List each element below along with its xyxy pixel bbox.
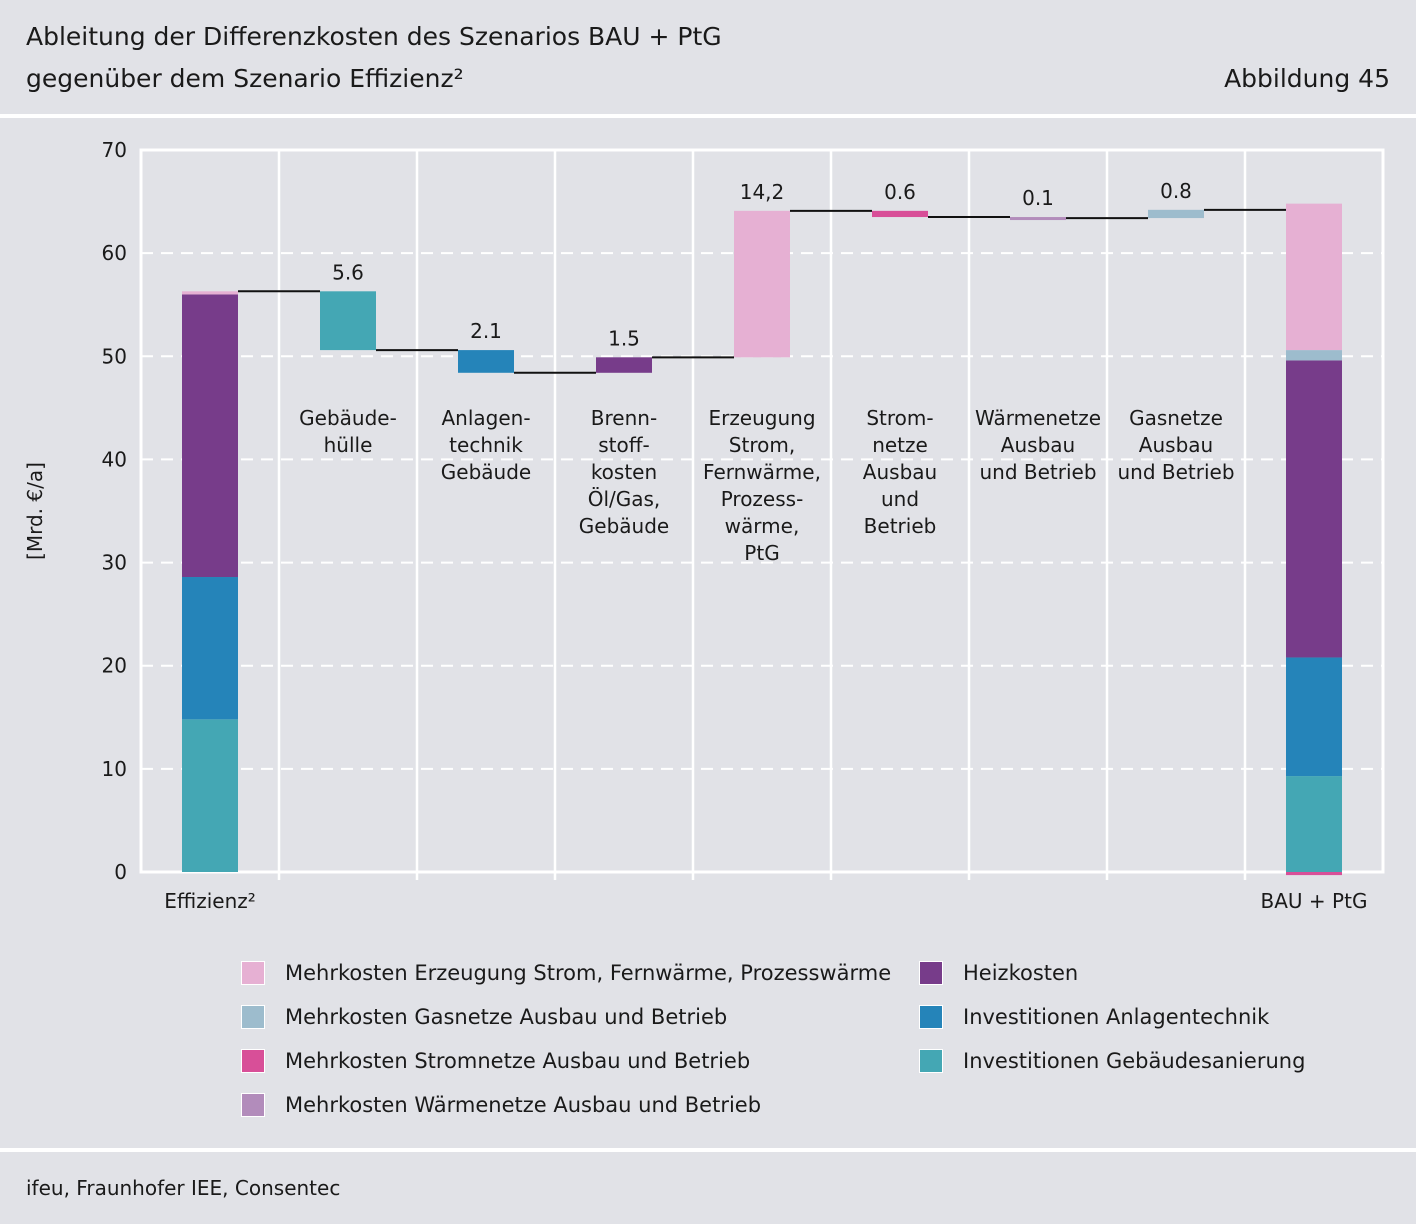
header-divider — [0, 114, 1416, 118]
end-bar-segment-stromnetze — [1286, 872, 1342, 876]
legend-item-waermenetze: Mehrkosten Wärmenetze Ausbau und Betrieb — [241, 1091, 761, 1119]
step-bar-anlagentechnik — [458, 350, 514, 373]
source-note: ifeu, Fraunhofer IEE, Consentec — [26, 1176, 341, 1200]
category-label-line: hülle — [324, 433, 373, 457]
step-value-label: 0.6 — [884, 180, 916, 204]
category-label-line: Fernwärme, — [703, 460, 821, 484]
legend-item-stromnetze: Mehrkosten Stromnetze Ausbau und Betrieb — [241, 1047, 750, 1075]
category-label-line: Strom, — [729, 433, 795, 457]
legend-label: Mehrkosten Stromnetze Ausbau und Betrieb — [285, 1049, 751, 1073]
category-label-line: und Betrieb — [979, 460, 1096, 484]
legend-item-anlagentechnik: Investitionen Anlagentechnik — [919, 1003, 1269, 1031]
category-label-line: netze — [872, 433, 928, 457]
chart-title-line-1: Ableitung der Differenzkosten des Szenar… — [26, 22, 722, 51]
category-label-line: Gebäude — [579, 514, 669, 538]
category-label: Anlagen-technik Gebäude — [441, 406, 531, 484]
y-tick-label: 60 — [102, 241, 127, 265]
end-bar-segment-heizkosten — [1286, 360, 1342, 658]
start-bar-segment-gebaeudesanierung — [182, 719, 238, 872]
category-label: Erzeugung Strom, Fernwärme, Prozess-wärme, P… — [703, 406, 821, 565]
category-label-line: stoff- — [598, 433, 650, 457]
x-label-end: BAU + PtG — [1261, 889, 1368, 913]
y-tick-label: 10 — [102, 757, 127, 781]
category-label-line: Ausbau — [1001, 433, 1075, 457]
category-label-line: und — [881, 487, 919, 511]
end-bar-segment-gebaeudesanierung — [1286, 776, 1342, 872]
legend-swatch — [241, 1049, 265, 1073]
category-label: Gebäude-hülle — [299, 406, 397, 457]
category-label-line: Gebäude — [441, 460, 531, 484]
figure-label: Abbildung 45 — [1224, 64, 1390, 93]
category-label-line: und Betrieb — [1117, 460, 1234, 484]
category-label-line: Wärmenetze — [975, 406, 1101, 430]
y-tick-label: 0 — [114, 860, 127, 884]
category-label-line: Öl/Gas, — [588, 487, 661, 511]
category-label-line: wärme, — [725, 514, 800, 538]
start-bar-segment-heizkosten — [182, 294, 238, 578]
step-bar-stromnetze — [872, 210, 928, 218]
category-label-line: technik — [449, 433, 523, 457]
step-value-label: 14,2 — [740, 180, 785, 204]
y-tick-label: 20 — [102, 654, 127, 678]
legend-item-erzeugung: Mehrkosten Erzeugung Strom, Fernwärme, P… — [241, 959, 891, 987]
category-label-line: Gasnetze — [1129, 406, 1223, 430]
category-label-line: Strom- — [866, 406, 933, 430]
chart-title-line-2: gegenüber dem Szenario Effizienz² — [26, 64, 464, 93]
legend-swatch — [919, 1005, 943, 1029]
step-value-label: 2.1 — [470, 319, 502, 343]
step-value-label: 5.6 — [332, 260, 364, 284]
end-bar-segment-erzeugung — [1286, 203, 1342, 351]
legend-label: Mehrkosten Erzeugung Strom, Fernwärme, P… — [285, 961, 892, 985]
legend-label: Investitionen Gebäudesanierung — [963, 1049, 1306, 1073]
legend-swatch — [241, 1005, 265, 1029]
legend-item-gebaeudesanierung: Investitionen Gebäudesanierung — [919, 1047, 1305, 1075]
step-bar-waermenetze — [1010, 217, 1066, 221]
category-label: Strom-netze Ausbau und Betrieb — [863, 406, 937, 538]
category-label-line: PtG — [744, 541, 779, 565]
step-bar-gasnetze — [1148, 209, 1204, 219]
y-tick-label: 40 — [102, 447, 127, 471]
plot-area — [139, 148, 1385, 874]
category-label: Wärmenetze Ausbau und Betrieb — [975, 406, 1101, 484]
category-label-line: Betrieb — [864, 514, 937, 538]
start-bar-segment-anlagentechnik — [182, 577, 238, 720]
end-bar-segment-gasnetze — [1286, 350, 1342, 361]
category-label: Brenn-stoff-kosten Öl/Gas, Gebäude — [579, 406, 669, 538]
step-value-label: 0.1 — [1022, 186, 1054, 210]
category-label-line: Brenn- — [591, 406, 657, 430]
legend-label: Investitionen Anlagentechnik — [963, 1005, 1270, 1029]
footer-divider — [0, 1148, 1416, 1152]
step-bar-erzeugung — [734, 210, 790, 358]
x-label-start: Effizienz² — [164, 889, 256, 913]
category-label-line: Ausbau — [1139, 433, 1213, 457]
y-tick-label: 70 — [102, 138, 127, 162]
y-axis-label: [Mrd. €/a] — [23, 462, 47, 560]
category-label-line: Anlagen- — [441, 406, 530, 430]
category-label: Gasnetze Ausbau und Betrieb — [1117, 406, 1234, 484]
category-label-line: Erzeugung — [708, 406, 815, 430]
legend-swatch — [919, 1049, 943, 1073]
step-bar-gebaeudesanierung — [320, 291, 376, 351]
category-label-line: Gebäude- — [299, 406, 397, 430]
legend-label: Heizkosten — [963, 961, 1079, 985]
legend-swatch — [241, 961, 265, 985]
legend-item-heizkosten: Heizkosten — [919, 959, 1078, 987]
category-label-line: Prozess- — [721, 487, 804, 511]
start-bar-segment-erzeugung — [182, 291, 238, 295]
step-value-label: 1.5 — [608, 326, 640, 350]
legend-swatch — [241, 1093, 265, 1117]
y-tick-label: 50 — [102, 344, 127, 368]
step-value-label: 0.8 — [1160, 179, 1192, 203]
legend-label: Mehrkosten Wärmenetze Ausbau und Betrieb — [285, 1093, 762, 1117]
step-bar-heizkosten — [596, 357, 652, 373]
y-tick-label: 30 — [102, 551, 127, 575]
legend-label: Mehrkosten Gasnetze Ausbau und Betrieb — [285, 1005, 728, 1029]
end-bar-segment-anlagentechnik — [1286, 657, 1342, 777]
category-label-line: Ausbau — [863, 460, 937, 484]
category-label-line: kosten — [591, 460, 657, 484]
legend-item-gasnetze: Mehrkosten Gasnetze Ausbau und Betrieb — [241, 1003, 727, 1031]
legend-swatch — [919, 961, 943, 985]
